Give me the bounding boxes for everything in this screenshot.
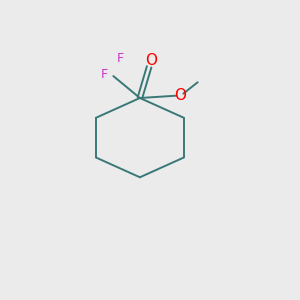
Text: F: F [117,52,124,65]
Text: O: O [145,53,157,68]
Text: O: O [174,88,186,103]
Text: F: F [100,68,108,81]
